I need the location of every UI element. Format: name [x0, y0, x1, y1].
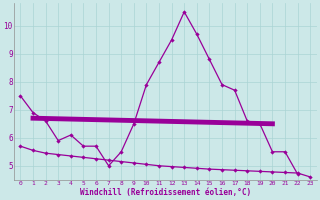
- X-axis label: Windchill (Refroidissement éolien,°C): Windchill (Refroidissement éolien,°C): [80, 188, 251, 197]
